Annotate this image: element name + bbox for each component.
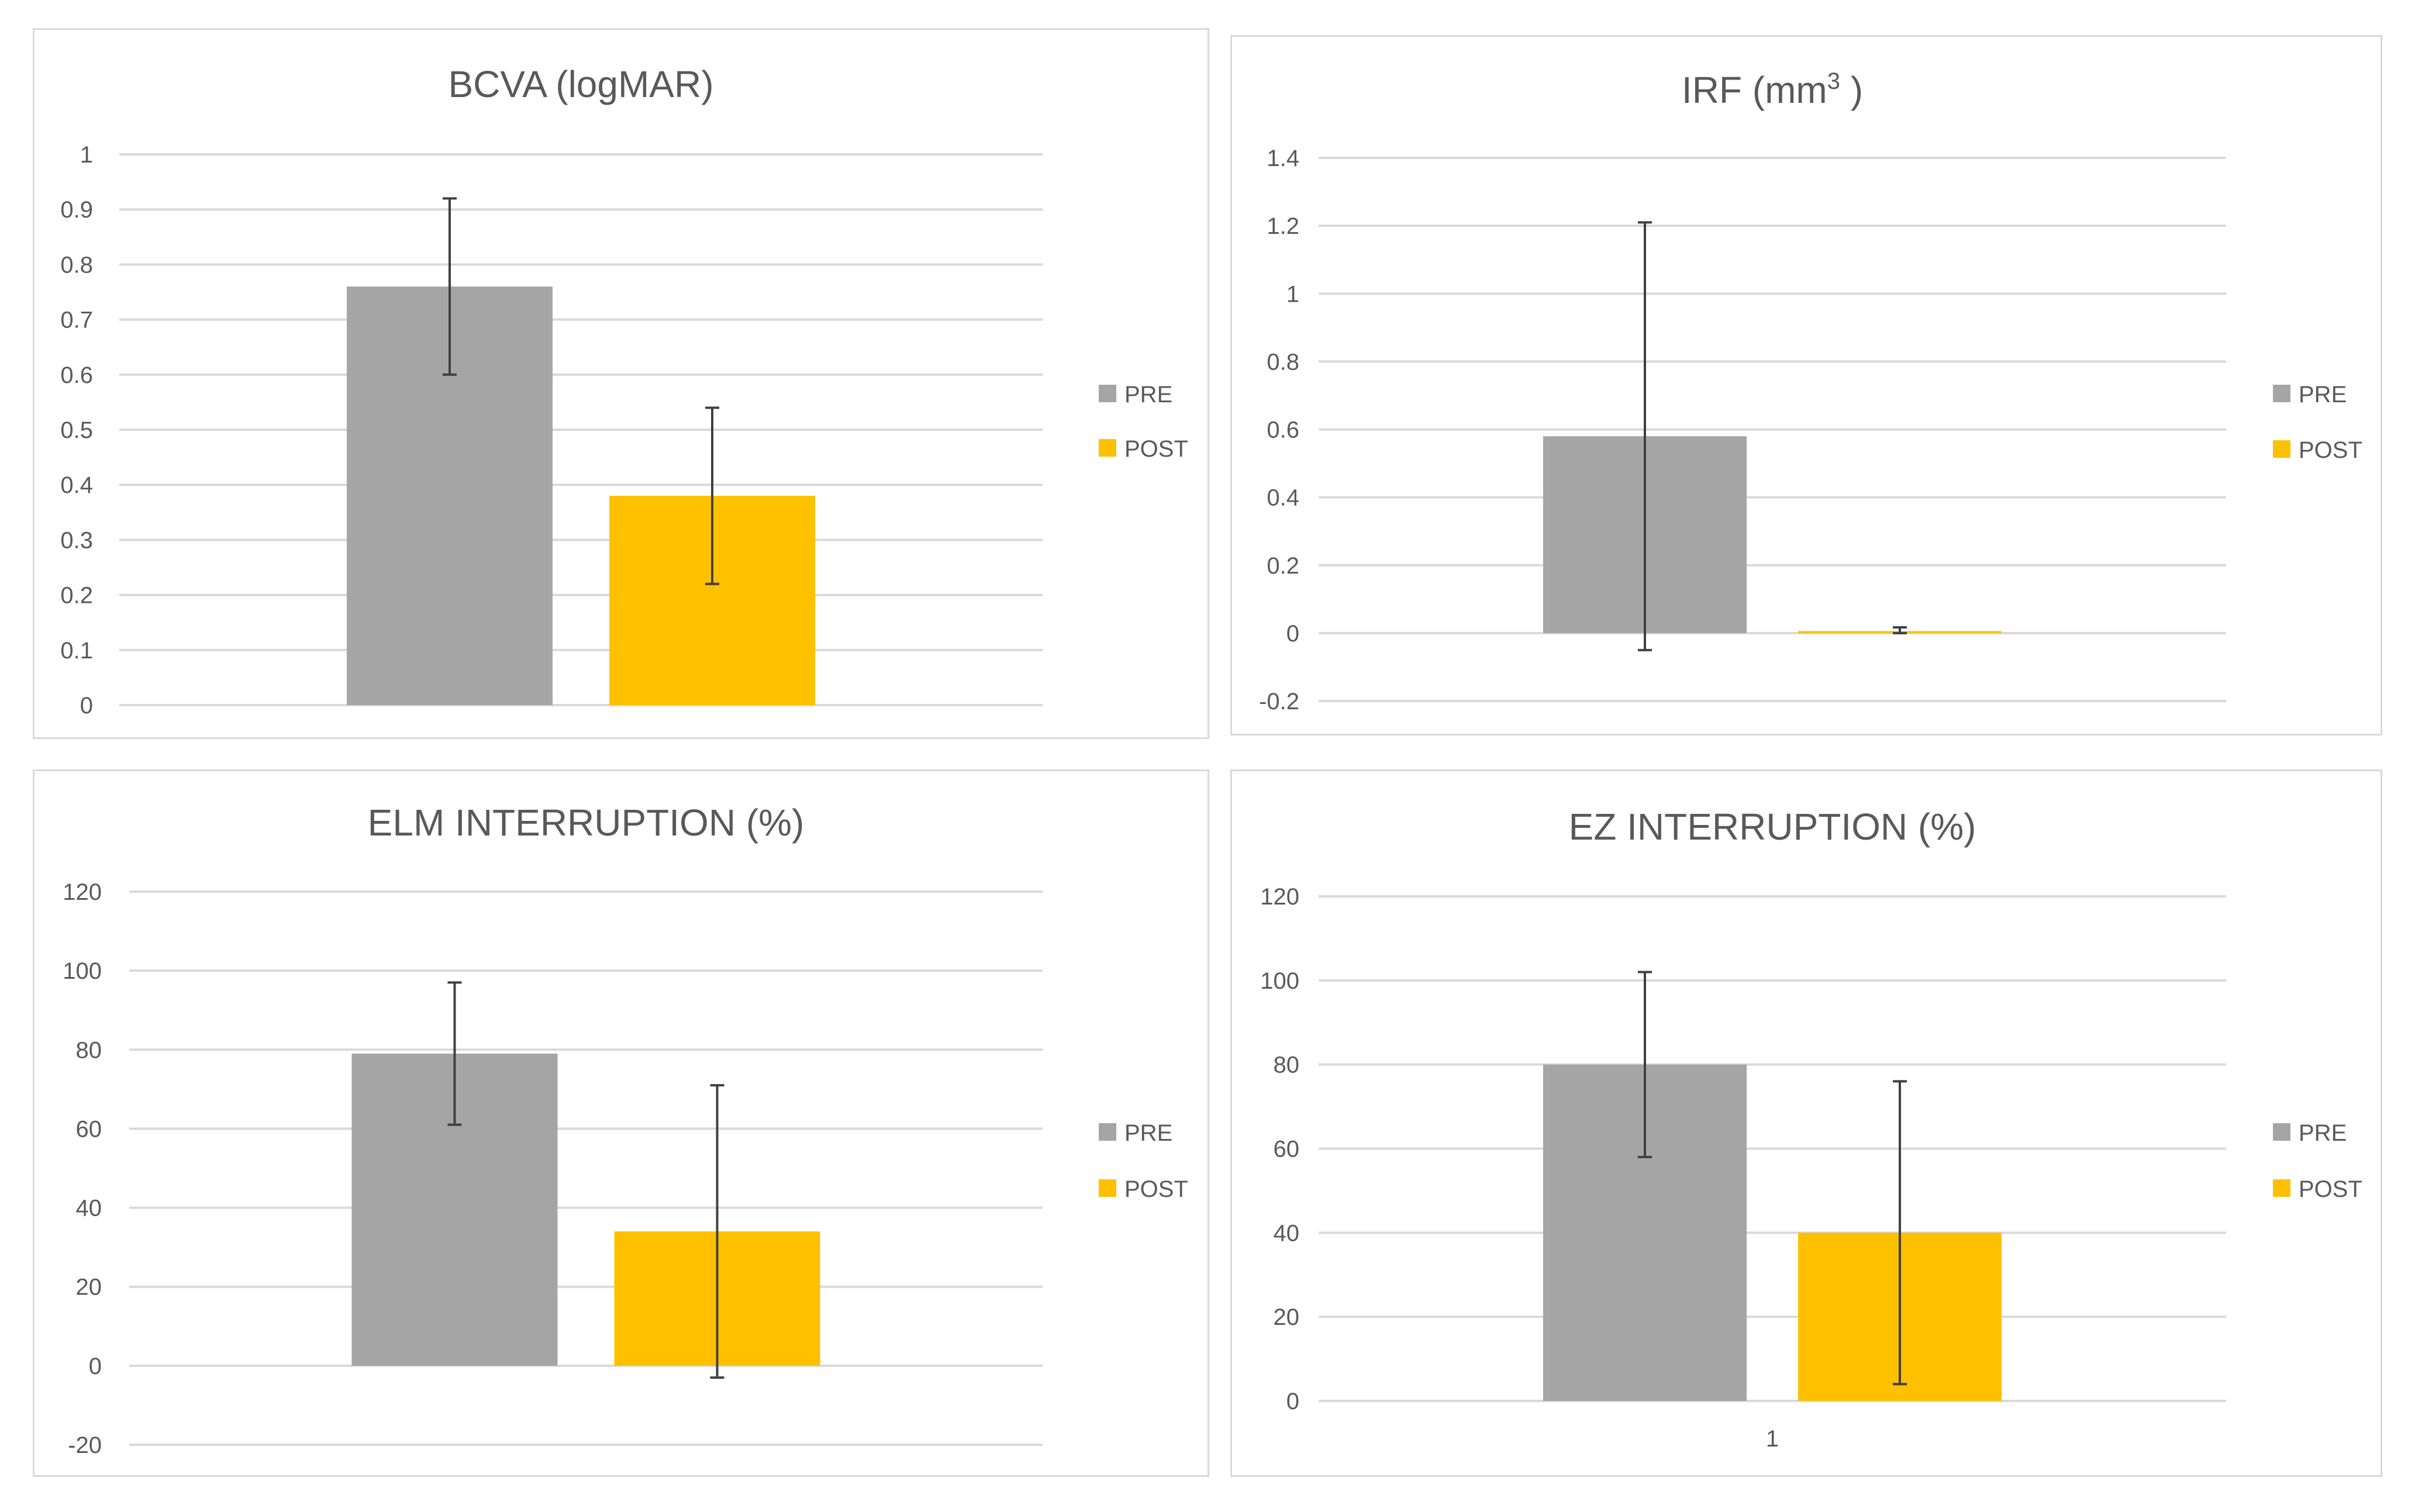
chart-title: BCVA (logMAR) [448,63,713,105]
y-tick-label: -0.2 [1259,689,1299,714]
y-tick-label: 0 [80,693,93,719]
y-tick-label: 0.8 [1267,349,1299,375]
y-tick-label: 1.4 [1267,146,1299,171]
y-tick-label: 80 [76,1037,102,1063]
legend-label-post: POST [1124,1176,1188,1202]
legend-label-pre: PRE [1124,382,1172,408]
chart-elm: -20 0 20 40 60 80 100 120 ELM INTERRUPTION (%) PR… [63,802,1188,1458]
chart-title-suffix: ) [1840,69,1863,111]
y-tick-label: 0 [1286,1389,1299,1414]
legend-swatch-pre [1099,1123,1116,1141]
y-tick-label: 0.6 [1267,417,1299,443]
legend-swatch-pre [1099,385,1116,402]
legend-swatch-pre [2273,385,2290,402]
y-tick-label: 40 [76,1196,102,1221]
chart-title-superscript: 3 [1827,68,1840,94]
y-tick-label: 1.2 [1267,213,1299,239]
y-tick-label: 100 [1260,968,1299,994]
y-tick-label: 20 [76,1275,102,1300]
y-tick-label: 0.1 [60,638,93,664]
legend-label-post: POST [1124,436,1188,462]
chart-panel-elm: -20 0 20 40 60 80 100 120 ELM INTERRUPTION (%) PR… [33,769,1209,1477]
y-tick-label: 0.8 [60,252,93,278]
chart-title: IRF (mm3 ) [1682,68,1863,111]
legend-label-pre: PRE [1124,1120,1172,1146]
y-tick-label: 100 [63,958,102,984]
y-tick-label: 0.2 [1267,553,1299,579]
x-tick-label: 1 [1766,1426,1779,1452]
y-tick-label: 0.9 [60,197,93,223]
legend-swatch-post [1099,1179,1116,1197]
chart-title: EZ INTERRUPTION (%) [1569,806,1976,848]
chart-title-text: ELM INTERRUPTION (%) [368,802,805,844]
y-tick-label: 0 [89,1354,102,1379]
y-tick-label: 0.2 [60,583,93,609]
y-tick-label: 120 [63,879,102,905]
y-tick-label: 0.7 [60,308,93,333]
chart-bcva: 0 0.1 0.2 0.3 0.4 0.5 0.6 0.7 0.8 0.9 1 BCVA (logMA… [60,63,1188,719]
legend-label-post: POST [2299,1176,2362,1202]
legend-swatch-post [2273,440,2290,458]
legend-label-post: POST [2299,437,2362,463]
legend-label-pre: PRE [2299,382,2347,408]
y-tick-label: 60 [76,1116,102,1142]
y-tick-label: 40 [1274,1220,1300,1246]
y-tick-label: 0.6 [60,363,93,388]
y-tick-label: 120 [1260,884,1299,910]
legend-swatch-post [2273,1179,2290,1197]
y-tick-label: 0.4 [60,472,93,498]
chart-title-text: BCVA (logMAR) [448,63,713,105]
y-tick-label: 0 [1286,621,1299,647]
y-tick-label: 60 [1274,1137,1300,1162]
chart-title-text: EZ INTERRUPTION (%) [1569,806,1976,848]
legend-swatch-post [1099,439,1116,457]
chart-panel-ez: 0 20 40 60 80 100 120 EZ INTERRUPTION (%) 1 PRE PO… [1230,769,2382,1477]
chart-irf: -0.2 0 0.2 0.4 0.6 0.8 1 1.2 1.4 IRF (mm3 ) PRE POS… [1259,68,2362,714]
y-tick-label: -20 [68,1432,102,1458]
legend-label-pre: PRE [2299,1120,2347,1146]
y-tick-label: 20 [1274,1304,1300,1330]
y-tick-label: 1 [80,142,93,168]
chart-panel-irf: -0.2 0 0.2 0.4 0.6 0.8 1 1.2 1.4 IRF (mm3 ) PRE POS… [1230,35,2382,736]
chart-title-text: IRF (mm [1682,69,1827,111]
legend-swatch-pre [2273,1123,2290,1141]
y-tick-label: 1 [1286,281,1299,307]
y-tick-label: 80 [1274,1052,1300,1078]
y-tick-label: 0.3 [60,527,93,553]
chart-title: ELM INTERRUPTION (%) [368,802,805,844]
y-tick-label: 0.4 [1267,485,1299,511]
y-tick-label: 0.5 [60,417,93,443]
chart-panel-bcva: 0 0.1 0.2 0.3 0.4 0.5 0.6 0.7 0.8 0.9 1 BCVA (logMA… [33,28,1209,739]
chart-ez: 0 20 40 60 80 100 120 EZ INTERRUPTION (%) 1 PRE PO… [1260,806,2362,1452]
